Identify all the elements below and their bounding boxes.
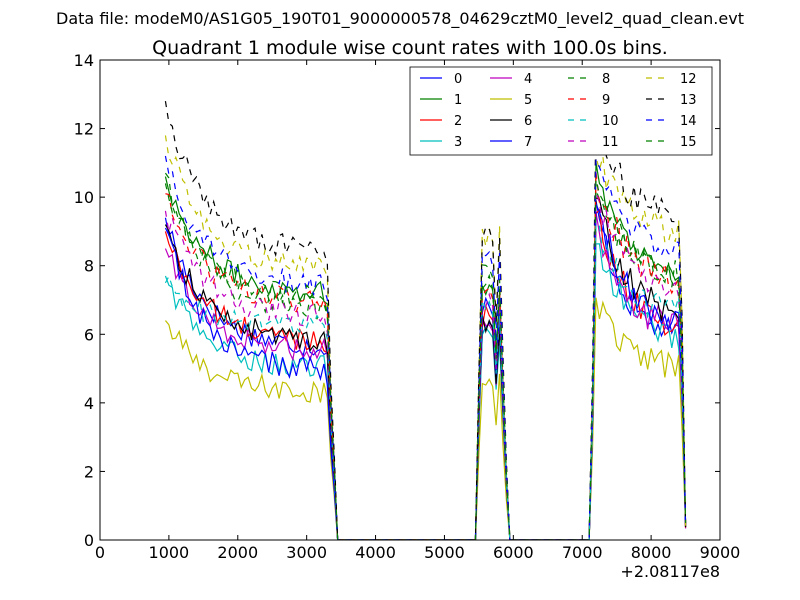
x-tick-label: 1000 [149,543,190,562]
legend-label-8: 8 [602,72,610,87]
legend-label-2: 2 [454,114,462,129]
y-tick-label: 14 [74,51,94,70]
series-line-7 [164,203,687,540]
series-layer [164,101,687,540]
legend-label-10: 10 [602,114,619,129]
y-tick-label: 2 [84,462,94,481]
legend-label-3: 3 [454,135,462,150]
series-line-0 [164,200,687,540]
series-line-12 [164,135,687,540]
series-line-15 [164,179,687,540]
legend-label-13: 13 [680,93,697,108]
x-tick-label: 8000 [631,543,672,562]
series-line-4 [164,212,687,540]
legend-box [409,66,713,156]
legend-label-14: 14 [680,114,697,129]
x-tick-label: 0 [95,543,105,562]
y-tick-label: 8 [84,257,94,276]
y-tick-label: 6 [84,325,94,344]
legend-label-12: 12 [680,72,697,87]
x-axis: 0 1000 2000 3000 4000 5000 6000 7000 8000 9000 [95,60,740,562]
x-tick-label: 7000 [562,543,603,562]
legend-label-15: 15 [680,135,697,150]
series-line-11 [164,191,687,540]
figure-suptitle: Data file: modeM0/AS1G05_190T01_90000005… [56,9,744,29]
plot-frame [99,59,721,541]
legend-label-9: 9 [602,93,610,108]
legend-label-0: 0 [454,72,462,87]
legend-label-5: 5 [524,93,532,108]
x-tick-label: 6000 [493,543,534,562]
y-tick-label: 4 [84,394,94,413]
series-line-1 [164,162,687,540]
legend-label-6: 6 [524,114,532,129]
legend-label-1: 1 [454,93,462,108]
plot-area: 0 1000 2000 3000 4000 5000 6000 7000 8000 9000 0 2… [74,51,741,581]
x-tick-label: 9000 [700,543,741,562]
x-tick-label: 5000 [424,543,465,562]
legend-label-4: 4 [524,72,532,87]
y-tick-label: 10 [74,188,94,207]
x-axis-offset-label: +2.08117e8 [620,562,720,581]
legend-label-7: 7 [524,135,532,150]
series-line-9 [165,172,687,540]
series-line-10 [164,221,687,540]
x-tick-label: 3000 [286,543,327,562]
y-tick-label: 0 [84,531,94,550]
series-line-5 [164,297,687,540]
y-tick-label: 12 [74,120,94,139]
series-line-3 [164,243,687,540]
x-tick-label: 2000 [217,543,258,562]
series-line-14 [164,155,687,540]
x-tick-label: 4000 [355,543,396,562]
legend-label-11: 11 [602,135,619,150]
chart-title: Quadrant 1 module wise count rates with … [152,37,668,59]
